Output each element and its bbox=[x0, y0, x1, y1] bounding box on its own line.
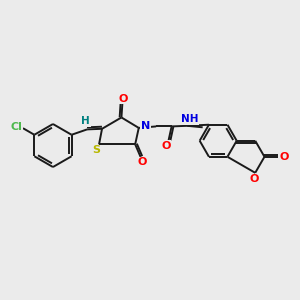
Text: Cl: Cl bbox=[11, 122, 22, 132]
Text: S: S bbox=[93, 145, 101, 155]
Text: O: O bbox=[161, 140, 171, 151]
Text: NH: NH bbox=[181, 114, 198, 124]
Text: O: O bbox=[137, 157, 147, 167]
Text: H: H bbox=[81, 116, 90, 126]
Text: O: O bbox=[249, 174, 258, 184]
Text: N: N bbox=[141, 122, 150, 131]
Text: O: O bbox=[118, 94, 128, 103]
Text: O: O bbox=[279, 152, 289, 162]
